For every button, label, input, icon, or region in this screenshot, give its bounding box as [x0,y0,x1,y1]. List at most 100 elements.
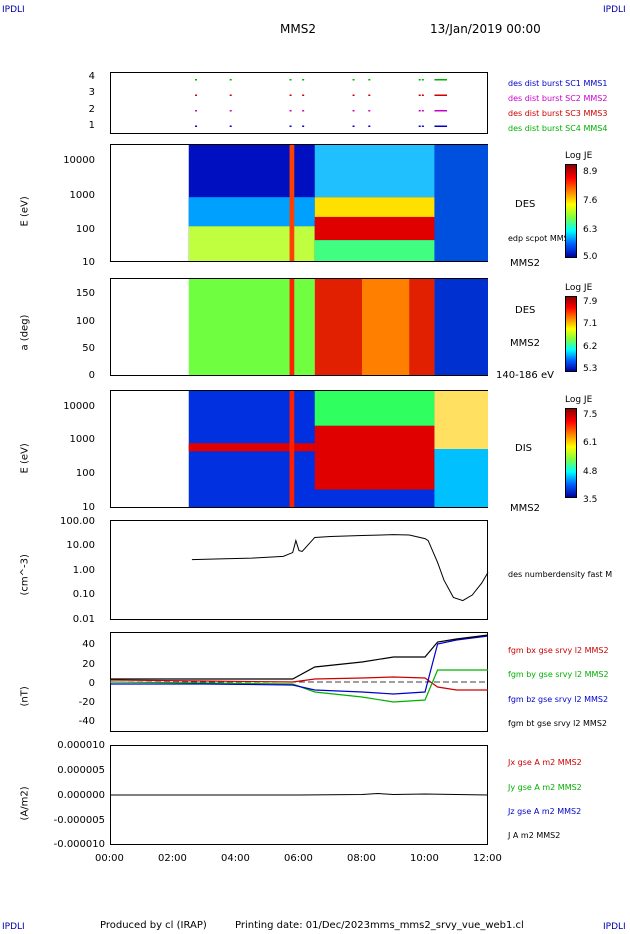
ylabel-magnetic-field: (nT) [19,686,31,707]
p1-ytick: 4 [88,71,95,82]
p4-instrument-label: DIS [515,443,532,454]
legend-burst-sc2: des dist burst SC2 MMS2 [508,94,608,103]
des-energy-cell [314,197,435,221]
p1-ytick: 3 [88,87,95,98]
p5-ytick: 100.00 [60,516,95,527]
p5-ytick: 0.10 [72,589,95,600]
des-energy-cell [188,197,315,227]
legend-bx: fgm bx gse srvy l2 MMS2 [508,646,609,655]
bfield-line [109,669,488,703]
p6-ytick: -20 [78,697,95,708]
p2-colorbar [565,164,577,258]
p4-ytick: 10 [82,502,95,513]
p3-cbar-tick: 7.1 [583,319,598,329]
corner-label-tr: IPDLI [603,5,626,15]
p2-ytick: 100 [75,224,95,235]
p2-cbar-tick: 6.3 [583,225,598,235]
p4-cbar-title: Log JE [565,395,593,405]
p3-instrument-label: DES [515,305,536,316]
dis-energy-cell [314,391,435,426]
des-energy-cell [314,240,435,261]
des-pitch-cell [362,279,410,375]
p4-sc-label: MMS2 [510,503,540,514]
p7-ytick: 0.000005 [57,765,105,776]
des-pitch-cell [289,279,295,375]
legend-burst-sc3: des dist burst SC3 MMS3 [508,109,608,118]
xtick: 06:00 [284,853,313,864]
footer-produced: Produced by cl (IRAP) [100,920,207,931]
xtick: 04:00 [221,853,250,864]
p6-ytick: 40 [82,639,95,650]
p3-cbar-tick: 5.3 [583,364,598,374]
p2-ytick: 10 [82,257,95,268]
panel-density [110,520,488,620]
p4-ytick: 1000 [69,434,95,445]
p3-colorbar [565,296,577,372]
p4-colorbar [565,408,577,498]
p1-ytick: 1 [88,120,95,131]
p3-ytick: 150 [75,288,95,299]
page-date: 13/Jan/2019 00:00 [430,22,541,36]
legend-bz: fgm bz gse srvy l2 MMS2 [508,695,609,704]
p4-cbar-tick: 4.8 [583,467,598,477]
legend-jz: Jz gse A m2 MMS2 [508,807,582,816]
legend-burst-sc4: des dist burst SC4 MMS4 [508,124,608,133]
ylabel-density: (cm^-3) [19,554,31,596]
p3-cbar-tick: 7.9 [583,297,598,307]
corner-label-br: IPDLI [603,922,626,932]
p6-ytick: 20 [82,659,95,670]
p3-sc-label: MMS2 [510,338,540,349]
dis-energy-cell [434,391,488,449]
p2-instrument-label: DES [515,199,536,210]
bfield-line [109,676,488,691]
ylabel-current: (A/m2) [19,786,31,821]
xtick: 00:00 [95,853,124,864]
des-energy-cell [314,145,435,198]
legend-jy: Jy gse A m2 MMS2 [508,783,582,792]
legend-j: J A m2 MMS2 [508,831,561,840]
p4-cbar-tick: 3.5 [583,495,598,505]
p2-cbar-title: Log JE [565,151,593,161]
dis-energy-cell [434,449,488,507]
dis-energy-cell [289,391,295,507]
p7-ytick: -0.000005 [53,815,105,826]
xtick: 10:00 [410,853,439,864]
xtick: 08:00 [347,853,376,864]
p3-ytick: 0 [88,370,95,381]
p3-cbar-title: Log JE [565,283,593,293]
des-energy-cell [188,226,315,261]
des-energy-cell [289,145,295,261]
legend-bt: fgm bt gse srvy l2 MMS2 [508,719,607,728]
p2-cbar-tick: 8.9 [583,167,598,177]
xtick: 02:00 [158,853,187,864]
xtick: 12:00 [473,853,502,864]
legend-density: des numberdensity fast M [508,570,613,579]
p5-ytick: 1.00 [72,565,95,576]
ylabel-des-energy: E (eV) [19,196,31,227]
footer-printing-date: Printing date: 01/Dec/2023 [235,920,371,931]
legend-burst-sc1: des dist burst SC1 MMS1 [508,79,608,88]
p7-ytick: 0.000010 [57,740,105,751]
p5-ytick: 10.00 [66,540,95,551]
des-energy-cell [314,216,435,241]
p3-energy-range-label: 140-186 eV [496,370,554,381]
corner-label-tl: IPDLI [2,5,25,15]
page-title: MMS2 [280,22,316,36]
p2-ytick: 10000 [63,155,95,166]
p4-ytick: 10000 [63,401,95,412]
p6-ytick: 0 [88,678,95,689]
p2-sc-label: MMS2 [510,258,540,269]
p2-cbar-tick: 5.0 [583,252,598,262]
bfield-line [110,635,489,695]
panel-burst [110,72,488,134]
density-line [191,534,489,602]
p7-ytick: -0.000010 [53,839,105,850]
dis-energy-cell [314,425,435,490]
p5-ytick: 0.01 [72,614,95,625]
dis-energy-cell [188,443,315,452]
des-pitch-cell [188,279,315,375]
legend-jx: Jx gse A m2 MMS2 [508,758,582,767]
legend-by: fgm by gse srvy l2 MMS2 [508,670,609,679]
p6-ytick: -40 [78,716,95,727]
